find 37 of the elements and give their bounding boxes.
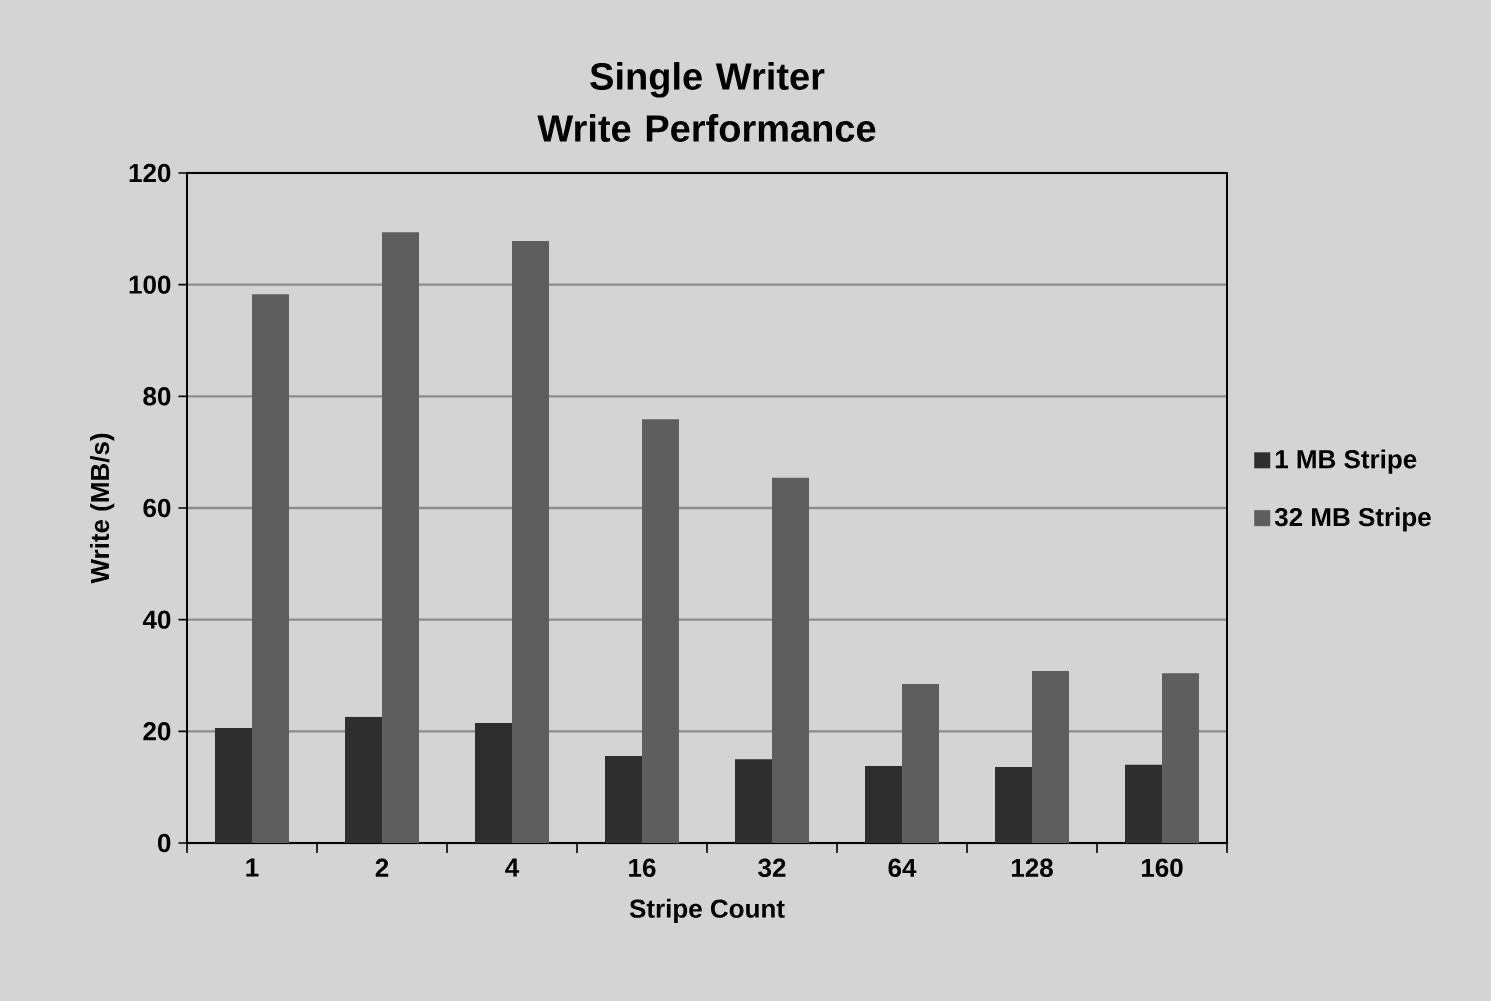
x-tick-label: 4	[505, 858, 520, 877]
x-tick-label: 64	[888, 858, 917, 878]
x-tick-label: 128	[1011, 858, 1053, 878]
chart-subtitle: Write Performance	[537, 114, 876, 142]
bar	[772, 477, 810, 843]
x-tick-label: 32	[758, 858, 786, 878]
bar	[642, 419, 680, 843]
y-tick-label: 0	[157, 833, 171, 853]
legend-label: 1 MB Stripe	[1275, 449, 1417, 474]
bar	[215, 727, 253, 843]
chart-title: Single Writer	[590, 62, 825, 98]
bar	[345, 716, 383, 843]
bar	[252, 294, 290, 843]
y-tick-label: 100	[129, 275, 171, 294]
x-tick-label: 16	[629, 858, 656, 878]
legend-label: 32 MB Stripe	[1274, 507, 1431, 532]
bar	[382, 232, 420, 843]
y-tick-label: 120	[129, 163, 171, 183]
x-tick-label: 1	[246, 858, 259, 877]
bar	[605, 755, 643, 843]
bar	[865, 765, 903, 843]
bar	[1125, 764, 1163, 843]
bar	[512, 241, 550, 843]
x-tick-label: 160	[1141, 858, 1183, 878]
y-axis-title: Write (MB/s)	[90, 433, 115, 584]
bar	[1162, 673, 1200, 843]
x-tick-label: 2	[375, 858, 389, 877]
y-tick-label: 80	[143, 387, 171, 406]
bar	[902, 683, 940, 843]
bar	[1032, 671, 1070, 843]
bar	[475, 722, 513, 843]
y-tick-label: 20	[143, 722, 171, 741]
bar	[735, 759, 773, 843]
bar	[995, 767, 1033, 843]
y-tick-label: 60	[143, 498, 171, 518]
y-tick-label: 40	[142, 610, 171, 629]
x-axis-title: Stripe Count	[629, 898, 785, 924]
